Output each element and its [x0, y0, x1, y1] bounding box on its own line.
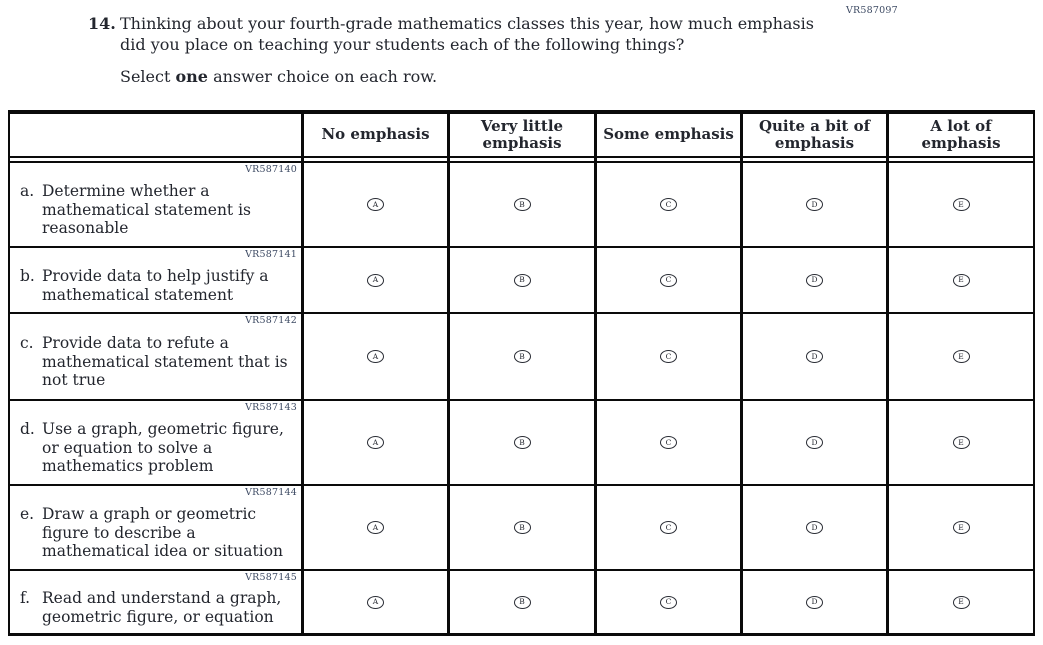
row-d-bubble-B[interactable]: B [513, 436, 531, 449]
question-number: 14. [88, 14, 116, 33]
row-f-bubble-B[interactable]: B [513, 595, 531, 609]
row-b-label-cell: VR587141 b. Provide data to help justify … [10, 248, 301, 312]
row-c-text: Provide data to refute a mathematical st… [42, 333, 288, 390]
table-row-b: VR587141 b. Provide data to help justify … [10, 246, 1033, 312]
row-b-text: Provide data to help justify a mathemati… [42, 266, 269, 304]
row-e-text: Draw a graph or geometric figure to desc… [42, 504, 284, 561]
row-f-code: VR587145 [245, 572, 297, 583]
instruction-bold: one [175, 67, 208, 87]
row-b-bubble-B[interactable]: B [513, 273, 531, 287]
row-f-letter: f. [20, 588, 31, 607]
row-e-letter: e. [20, 504, 35, 523]
row-e-bubble-C[interactable]: C [660, 521, 677, 534]
row-d-bubble-E[interactable]: E [952, 436, 970, 449]
row-e-bubble-A[interactable]: A [367, 521, 384, 534]
row-d-label-cell: VR587143 d. Use a graph, geometric figure… [10, 401, 301, 484]
header-some-emphasis: Some emphasis [594, 114, 740, 156]
row-b-bubble-E[interactable]: E [952, 273, 970, 287]
instruction-prefix: Select [120, 67, 176, 87]
table-row-e: VR587144 e. Draw a graph or geometric fig… [10, 484, 1033, 569]
row-a-bubble-C[interactable]: C [660, 198, 677, 211]
row-a-code: VR587140 [245, 164, 297, 175]
row-e-bubble-D[interactable]: D [806, 521, 823, 534]
question-block: 14. Thinking about your fourth-grade mat… [88, 13, 828, 86]
row-c-label-cell: VR587142 c. Provide data to refute a math… [10, 314, 301, 399]
row-c-bubble-C[interactable]: C [660, 350, 677, 363]
row-d-text: Use a graph, geometric figure, or equati… [42, 419, 284, 476]
row-b-bubble-D[interactable]: D [806, 273, 823, 287]
row-e-bubble-E[interactable]: E [952, 521, 970, 534]
question-instruction: Select one answer choice on each row. [120, 67, 828, 86]
row-b-code: VR587141 [245, 249, 297, 260]
header-blank [10, 114, 301, 156]
table-header-row: No emphasis Very little emphasis Some em… [10, 114, 1033, 156]
form-code: VR587097 [846, 5, 898, 16]
answer-table: No emphasis Very little emphasis Some em… [8, 110, 1035, 636]
row-a-bubble-B[interactable]: B [513, 198, 531, 211]
row-e-bubble-B[interactable]: B [513, 521, 531, 534]
question-text: Thinking about your fourth-grade mathema… [120, 14, 814, 55]
row-d-code: VR587143 [245, 402, 297, 413]
header-a-lot-emphasis: A lot of emphasis [886, 114, 1033, 156]
row-a-bubble-A[interactable]: A [367, 198, 384, 211]
row-f-bubble-A[interactable]: A [367, 595, 384, 609]
row-d-bubble-A[interactable]: A [367, 436, 384, 449]
row-a-text: Determine whether a mathematical stateme… [42, 181, 252, 238]
header-very-little-emphasis: Very little emphasis [447, 114, 594, 156]
row-e-code: VR587144 [245, 487, 297, 498]
row-a-bubble-E[interactable]: E [952, 198, 970, 211]
row-d-bubble-D[interactable]: D [806, 436, 823, 449]
row-b-bubble-C[interactable]: C [660, 273, 677, 287]
row-c-bubble-B[interactable]: B [513, 350, 531, 363]
header-no-emphasis: No emphasis [301, 114, 447, 156]
header-divider [10, 156, 1033, 163]
row-c-bubble-A[interactable]: A [367, 350, 384, 363]
table-row-a: VR587140 a. Determine whether a mathemati… [10, 163, 1033, 246]
row-f-bubble-E[interactable]: E [952, 595, 970, 609]
row-d-letter: d. [20, 419, 35, 438]
row-c-letter: c. [20, 333, 34, 352]
table-row-f: VR587145 f. Read and understand a graph, … [10, 569, 1033, 633]
instruction-suffix: answer choice on each row. [207, 67, 438, 87]
header-quite-a-bit-emphasis: Quite a bit of emphasis [740, 114, 886, 156]
table-row-c: VR587142 c. Provide data to refute a math… [10, 312, 1033, 399]
row-d-bubble-C[interactable]: C [660, 436, 677, 449]
row-e-label-cell: VR587144 e. Draw a graph or geometric fig… [10, 486, 301, 569]
row-a-label-cell: VR587140 a. Determine whether a mathemati… [10, 163, 301, 246]
row-c-code: VR587142 [245, 315, 297, 326]
table-row-d: VR587143 d. Use a graph, geometric figure… [10, 399, 1033, 484]
row-b-bubble-A[interactable]: A [367, 273, 384, 287]
row-a-bubble-D[interactable]: D [806, 198, 823, 211]
row-f-bubble-C[interactable]: C [660, 595, 677, 609]
row-a-letter: a. [20, 181, 35, 200]
row-f-bubble-D[interactable]: D [806, 595, 823, 609]
row-f-text: Read and understand a graph, geometric f… [42, 588, 282, 626]
row-c-bubble-D[interactable]: D [806, 350, 823, 363]
row-b-letter: b. [20, 266, 35, 285]
row-c-bubble-E[interactable]: E [952, 350, 970, 363]
row-f-label-cell: VR587145 f. Read and understand a graph, … [10, 571, 301, 633]
